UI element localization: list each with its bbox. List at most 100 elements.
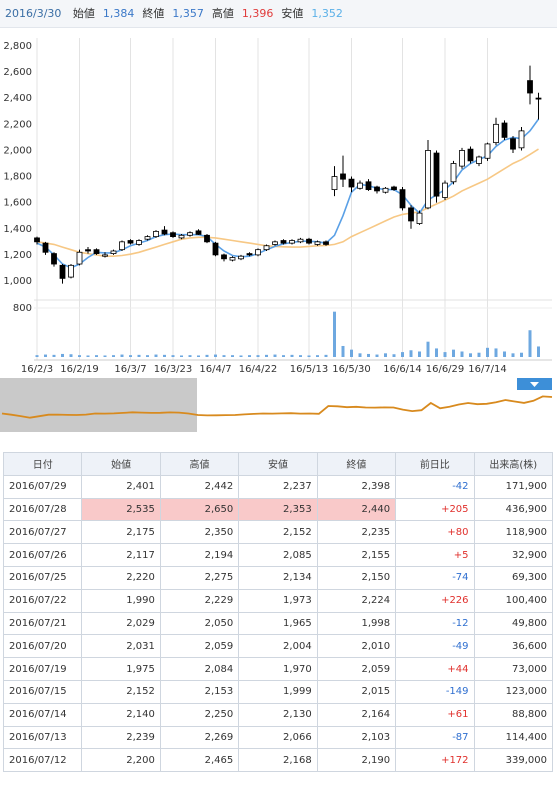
candle-body bbox=[450, 163, 457, 183]
candle-body bbox=[535, 97, 542, 100]
volume-bar bbox=[35, 355, 39, 357]
table-cell: 1,965 bbox=[238, 611, 318, 636]
volume-bar bbox=[469, 353, 472, 357]
table-cell: -87 bbox=[395, 725, 475, 750]
table-cell: 2,220 bbox=[81, 565, 161, 590]
table-cell: +5 bbox=[395, 543, 475, 567]
table-cell: 2,229 bbox=[159, 588, 240, 613]
table-cell: 1,970 bbox=[238, 657, 318, 681]
column-header: 始値 bbox=[81, 452, 161, 476]
moving-average bbox=[36, 118, 540, 269]
table-cell: 2,442 bbox=[159, 474, 240, 499]
candle-body bbox=[323, 241, 329, 245]
table-cell: 2,465 bbox=[159, 748, 240, 773]
volume-bar bbox=[358, 353, 362, 357]
navigator-line bbox=[1, 395, 553, 419]
volume-bar bbox=[494, 348, 498, 357]
volume-bar bbox=[316, 355, 319, 357]
navigator-window[interactable] bbox=[0, 378, 197, 432]
candle-body bbox=[212, 242, 219, 256]
candle-body bbox=[42, 242, 49, 253]
x-tick-label: 16/7/14 bbox=[468, 364, 507, 375]
table-cell: 2016/07/19 bbox=[2, 657, 83, 681]
table-row: 2016/07/15 2,152 2,153 1,999 2,015 -149 123,00… bbox=[2, 679, 554, 704]
volume-bar bbox=[418, 351, 421, 357]
table-row: 2016/07/20 2,031 2,059 2,004 2,010 -49 36,600 bbox=[2, 634, 554, 659]
table-cell: -12 bbox=[395, 611, 475, 636]
x-tick-label: 16/3/7 bbox=[114, 364, 146, 375]
table-cell: 2,239 bbox=[81, 725, 161, 750]
table-cell: 2016/07/20 bbox=[2, 634, 83, 659]
candle-body bbox=[340, 173, 346, 180]
table-cell: 2,200 bbox=[81, 748, 161, 773]
table-cell: +80 bbox=[395, 520, 475, 545]
candle-body bbox=[331, 176, 338, 191]
table-cell: 2,401 bbox=[81, 474, 161, 499]
candle-body bbox=[263, 245, 270, 251]
table-cell: -74 bbox=[395, 565, 475, 590]
volume-bar bbox=[409, 350, 413, 357]
button-arrow bbox=[530, 382, 539, 387]
candle-body bbox=[442, 182, 448, 198]
candle-body bbox=[476, 156, 482, 164]
table-cell: 2,152 bbox=[81, 679, 161, 704]
volume-bar bbox=[511, 353, 515, 357]
header-value: 1,396 bbox=[241, 7, 274, 20]
table-cell: 2016/07/25 bbox=[2, 565, 83, 590]
table-cell: 36,600 bbox=[473, 634, 554, 659]
table-cell: +172 bbox=[395, 748, 475, 773]
table-cell: 2016/07/26 bbox=[2, 543, 83, 567]
table-cell: 2016/07/14 bbox=[2, 702, 83, 727]
table-cell: 2,059 bbox=[159, 634, 240, 659]
volume-bar bbox=[61, 353, 64, 357]
table-cell: 1,990 bbox=[81, 588, 161, 613]
candle-body bbox=[510, 138, 516, 150]
header-value: 1,352 bbox=[311, 7, 343, 20]
candle-body bbox=[289, 240, 295, 244]
volume-bar bbox=[401, 352, 404, 357]
header-date: 2016/3/30 bbox=[5, 7, 62, 20]
volume-bar bbox=[146, 355, 149, 357]
table-cell: 2016/07/21 bbox=[2, 611, 83, 636]
table-cell: 2,250 bbox=[159, 702, 240, 727]
volume-bar bbox=[443, 352, 447, 357]
price-header: 2016/3/30 始値 1,384 終値 1,357 高値 1,396 安値 1,352 bbox=[0, 0, 557, 28]
volume-bar bbox=[290, 354, 294, 357]
candle-body bbox=[110, 250, 117, 254]
moving-average bbox=[36, 148, 539, 257]
table-cell: 2,168 bbox=[238, 748, 318, 773]
volume-bar bbox=[95, 355, 98, 357]
table-cell: 100,400 bbox=[473, 588, 554, 613]
candle-body bbox=[153, 230, 159, 238]
table-cell: 2,015 bbox=[316, 679, 397, 704]
candle-body bbox=[459, 150, 465, 167]
x-tick-label: 16/5/13 bbox=[290, 364, 329, 375]
header-label: 高値 bbox=[211, 7, 234, 20]
candle-body bbox=[85, 249, 91, 252]
volume-bar bbox=[154, 354, 158, 357]
table-row: 2016/07/12 2,200 2,465 2,168 2,190 +172 339,00… bbox=[2, 748, 554, 773]
table-cell: +205 bbox=[395, 497, 475, 522]
volume-bar bbox=[333, 311, 336, 357]
table-cell: 2,237 bbox=[238, 474, 318, 499]
table-cell: 118,900 bbox=[473, 520, 554, 545]
volume-bar bbox=[120, 354, 124, 357]
candle-body bbox=[204, 234, 210, 243]
x-tick-label: 16/6/29 bbox=[426, 364, 465, 375]
volume-bar bbox=[324, 354, 328, 357]
candle-body bbox=[221, 254, 227, 260]
table-cell: 32,900 bbox=[473, 543, 554, 567]
candle-body bbox=[119, 241, 125, 251]
volume-bar bbox=[188, 355, 192, 357]
y-tick-label: 2,200 bbox=[3, 119, 32, 130]
volume-bar bbox=[477, 352, 481, 357]
candle-body bbox=[518, 130, 525, 149]
candle-body bbox=[382, 187, 389, 193]
volume-bar bbox=[537, 346, 540, 357]
volume-bar bbox=[129, 355, 132, 357]
table-cell: 123,000 bbox=[473, 679, 554, 704]
candle-body bbox=[272, 241, 278, 245]
table-cell: 2,103 bbox=[316, 725, 397, 750]
price-table: 日付 始値 高値 安値 終値 前日比 出来高(株) 2016/07/29 2,401 2,442 2… bbox=[2, 452, 554, 773]
y-tick-label: 1,800 bbox=[3, 172, 32, 183]
